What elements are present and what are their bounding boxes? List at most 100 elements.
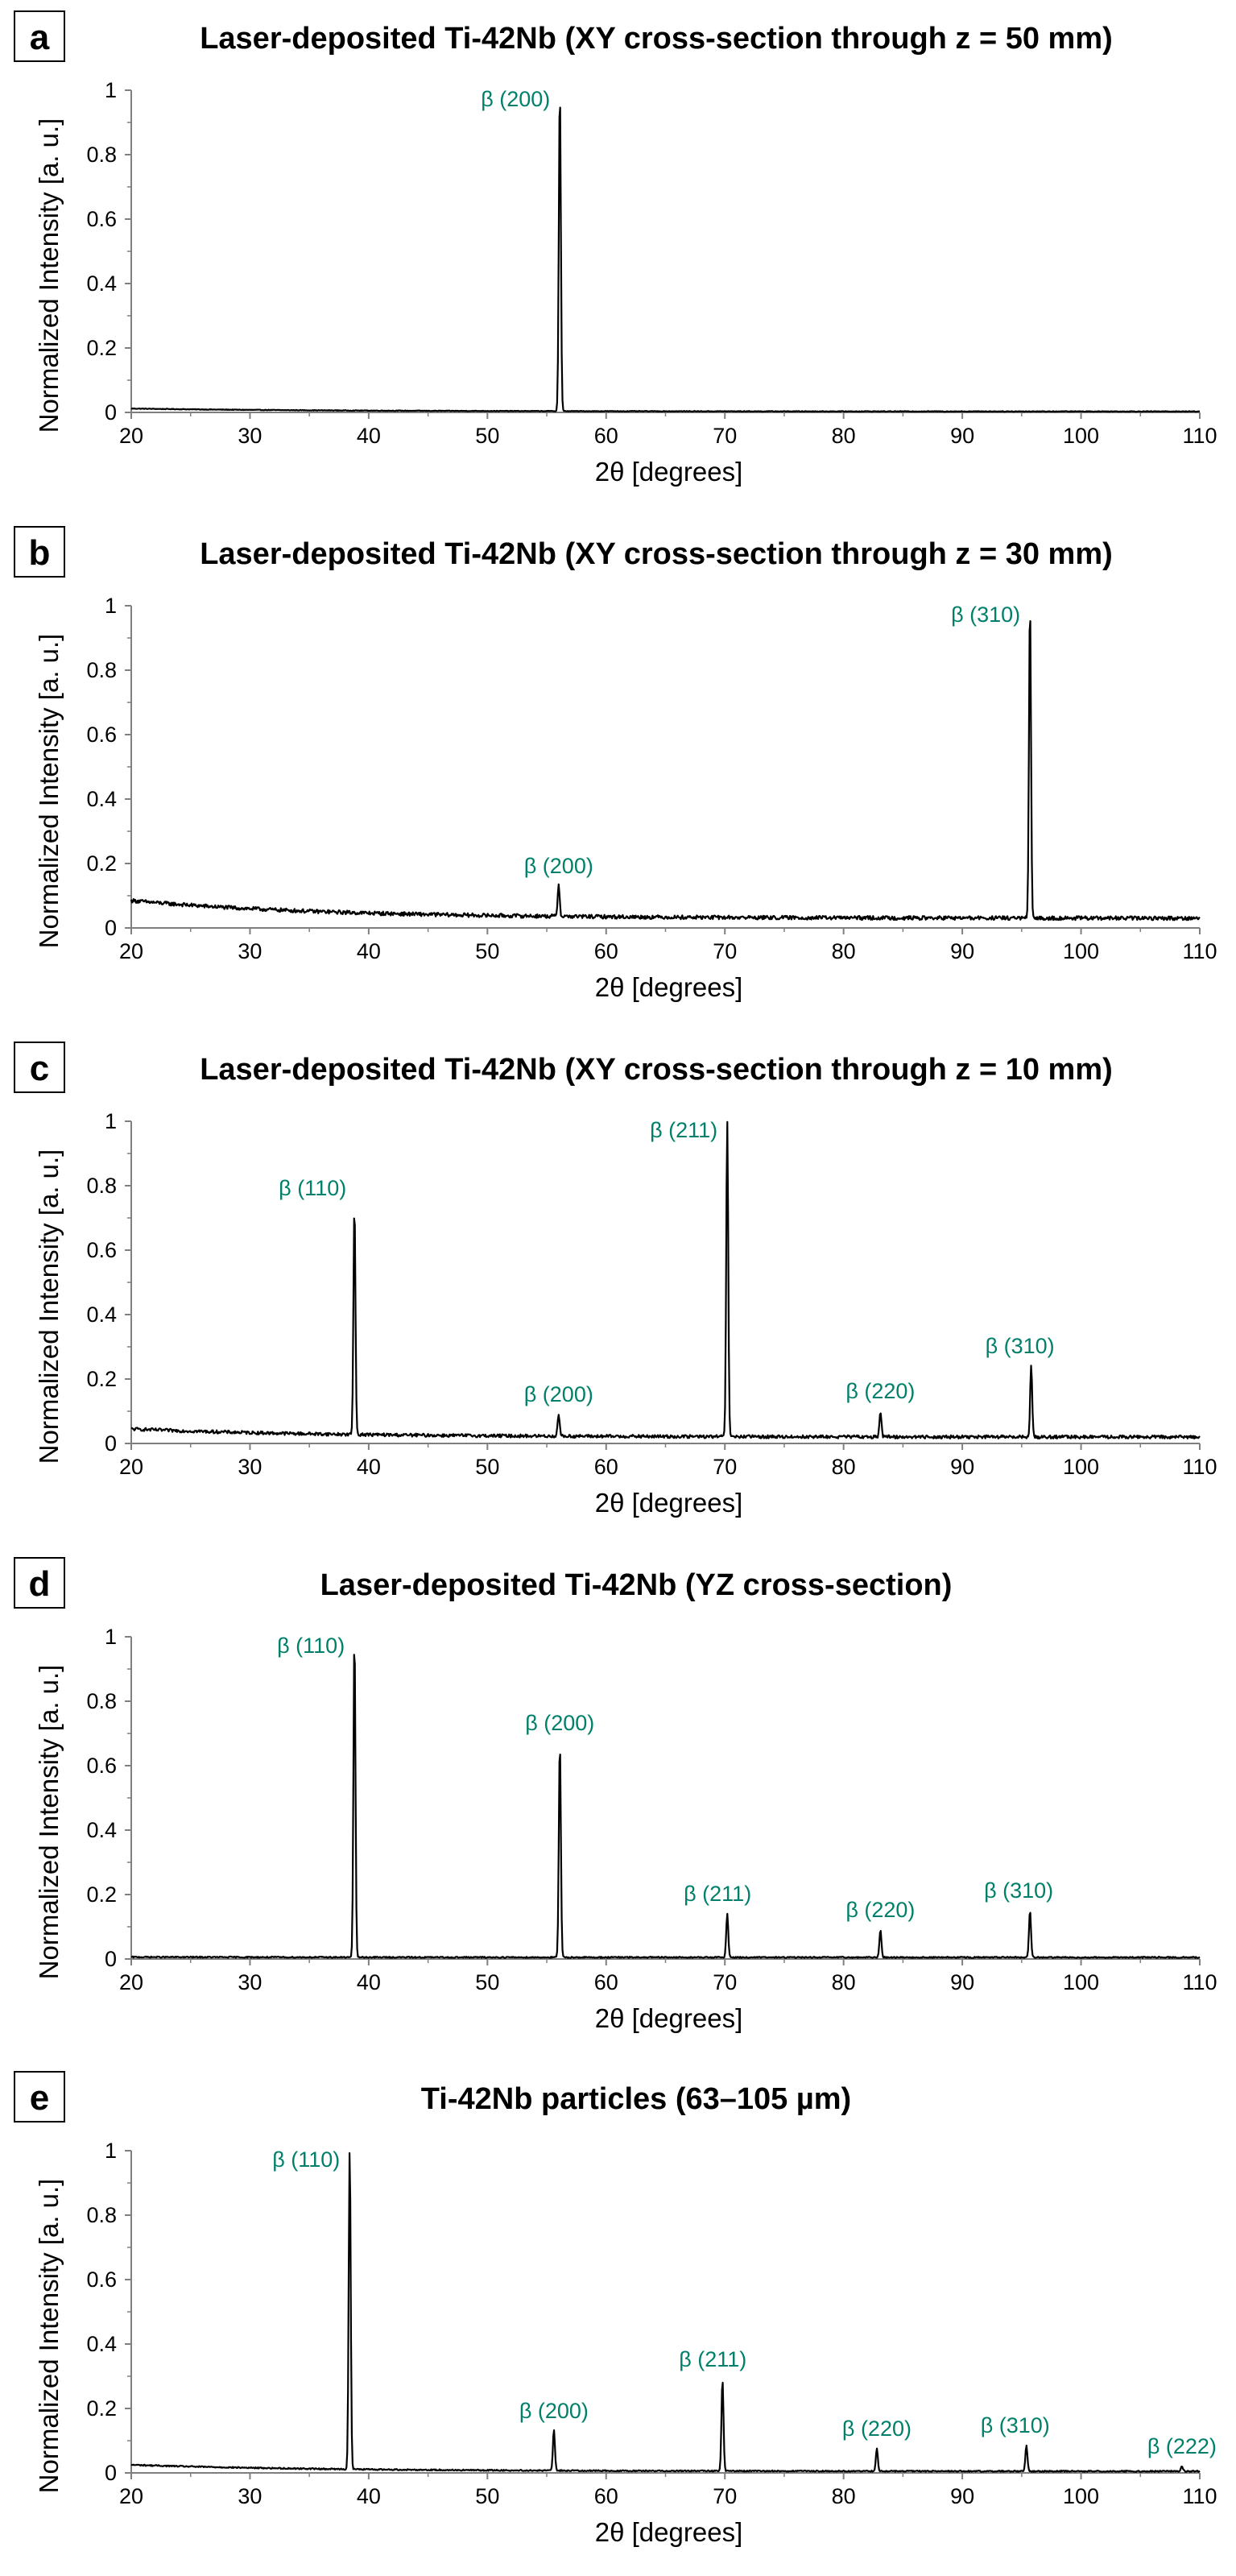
y-tick-label: 0.4: [86, 787, 117, 811]
y-tick-label: 0.4: [86, 1818, 117, 1842]
panel-letter-box: [14, 526, 65, 578]
x-tick-label: 20: [119, 424, 143, 448]
y-tick-label: 0.2: [86, 336, 117, 360]
peak-label: β (110): [272, 2147, 340, 2172]
chart-panel-e: e Ti-42Nb particles (63–105 µm) 0 0.2 0.4 0.6…: [0, 2060, 1236, 2576]
y-tick-label: 0.8: [86, 2203, 117, 2227]
y-tick-label: 0.2: [86, 1882, 117, 1907]
x-tick-label: 80: [832, 939, 856, 963]
y-axis-label: Normalized Intensity [a. u.]: [34, 1149, 64, 1464]
chart-title: Laser-deposited Ti-42Nb (YZ cross-sectio…: [320, 1568, 953, 1602]
x-tick-label: 100: [1063, 1455, 1099, 1479]
y-tick-label: 0: [105, 916, 117, 940]
x-tick-label: 20: [119, 939, 143, 963]
x-tick-label: 70: [713, 1970, 737, 1994]
x-tick-label: 50: [475, 1970, 499, 1994]
xrd-chart-d: d Laser-deposited Ti-42Nb (YZ cross-secti…: [14, 1557, 1217, 2033]
x-tick-label: 50: [475, 424, 499, 448]
y-tick-label: 0.2: [86, 2396, 117, 2421]
y-tick-label: 0.6: [86, 207, 117, 231]
peak-label: β (200): [481, 87, 550, 111]
chart-panel-c: c Laser-deposited Ti-42Nb (XY cross-secti…: [0, 1031, 1236, 1547]
x-tick-label: 100: [1063, 424, 1099, 448]
x-tick-label: 80: [832, 1455, 856, 1479]
chart-title: Ti-42Nb particles (63–105 µm): [421, 2082, 851, 2116]
x-tick-label: 40: [357, 939, 381, 963]
chart-panel-b: b Laser-deposited Ti-42Nb (XY cross-secti…: [0, 516, 1236, 1031]
y-tick-label: 0.2: [86, 851, 117, 876]
y-tick-label: 0: [105, 400, 117, 425]
x-tick-label: 90: [950, 1970, 974, 1994]
y-tick-label: 0: [105, 1431, 117, 1456]
peak-label: β (220): [845, 1898, 915, 1922]
x-tick-label: 20: [119, 2484, 143, 2508]
chart-title: Laser-deposited Ti-42Nb (XY cross-sectio…: [200, 537, 1113, 571]
y-tick-label: 0.4: [86, 1302, 117, 1327]
peak-label: β (211): [650, 1118, 717, 1142]
x-tick-label: 30: [238, 939, 262, 963]
x-axis-label: 2θ [degrees]: [595, 457, 742, 487]
y-tick-label: 1: [105, 594, 117, 618]
x-tick-label: 90: [950, 939, 974, 963]
panel-letter: e: [30, 2078, 49, 2118]
peak-label: β (110): [279, 1176, 346, 1200]
peak-label: β (200): [524, 854, 593, 878]
x-tick-label: 80: [832, 424, 856, 448]
x-tick-label: 100: [1063, 939, 1099, 963]
peak-label: β (220): [842, 2417, 911, 2441]
x-tick-label: 110: [1182, 424, 1217, 448]
xrd-chart-a: a Laser-deposited Ti-42Nb (XY cross-secti…: [14, 10, 1217, 487]
x-tick-label: 60: [594, 2484, 618, 2508]
panel-letter: c: [30, 1049, 49, 1088]
x-tick-label: 40: [357, 2484, 381, 2508]
x-tick-label: 80: [832, 2484, 856, 2508]
panel-letter: a: [30, 18, 50, 57]
x-tick-label: 70: [713, 939, 737, 963]
x-tick-label: 100: [1063, 2484, 1099, 2508]
peak-label: β (200): [525, 1711, 594, 1735]
chart-title: Laser-deposited Ti-42Nb (XY cross-sectio…: [200, 22, 1113, 56]
diffraction-trace: [130, 1120, 1201, 1440]
x-tick-label: 30: [238, 1455, 262, 1479]
x-tick-label: 70: [713, 2484, 737, 2508]
y-tick-label: 0.8: [86, 143, 117, 167]
y-tick-label: 0.6: [86, 723, 117, 747]
y-axis-label: Normalized Intensity [a. u.]: [34, 634, 64, 949]
diffraction-trace: [130, 2151, 1201, 2473]
x-tick-label: 50: [475, 939, 499, 963]
x-tick-label: 50: [475, 1455, 499, 1479]
chart-title: Laser-deposited Ti-42Nb (XY cross-sectio…: [200, 1053, 1113, 1087]
y-tick-label: 0: [105, 2461, 117, 2485]
y-tick-label: 1: [105, 1109, 117, 1133]
y-tick-label: 0.6: [86, 1238, 117, 1262]
x-axis-label: 2θ [degrees]: [595, 2003, 742, 2033]
peak-label: β (220): [845, 1379, 915, 1403]
y-tick-label: 0.4: [86, 2332, 117, 2356]
x-tick-label: 60: [594, 424, 618, 448]
x-tick-label: 60: [594, 1455, 618, 1479]
x-tick-label: 30: [238, 1970, 262, 1994]
x-tick-label: 110: [1182, 939, 1217, 963]
x-tick-label: 20: [119, 1455, 143, 1479]
diffraction-trace: [130, 1654, 1201, 1959]
xrd-chart-b: b Laser-deposited Ti-42Nb (XY cross-secti…: [14, 526, 1217, 1002]
panel-letter-box: [14, 10, 65, 62]
panel-letter: d: [29, 1564, 51, 1604]
peak-label: β (211): [684, 1882, 751, 1906]
chart-panel-d: d Laser-deposited Ti-42Nb (YZ cross-secti…: [0, 1547, 1236, 2062]
y-tick-label: 0.6: [86, 1754, 117, 1778]
peak-label: β (310): [951, 603, 1020, 627]
chart-panel-a: a Laser-deposited Ti-42Nb (XY cross-secti…: [0, 0, 1236, 516]
peak-label: β (310): [981, 2413, 1050, 2437]
x-tick-label: 30: [238, 2484, 262, 2508]
panel-letter-box: [14, 1042, 65, 1093]
x-axis-label: 2θ [degrees]: [595, 972, 742, 1002]
x-tick-label: 110: [1182, 1455, 1217, 1479]
x-axis-label: 2θ [degrees]: [595, 1488, 742, 1518]
y-tick-label: 0.4: [86, 271, 117, 296]
x-tick-label: 70: [713, 1455, 737, 1479]
x-axis-label: 2θ [degrees]: [595, 2517, 742, 2547]
y-tick-label: 0.8: [86, 1689, 117, 1713]
x-tick-label: 70: [713, 424, 737, 448]
x-tick-label: 60: [594, 1970, 618, 1994]
